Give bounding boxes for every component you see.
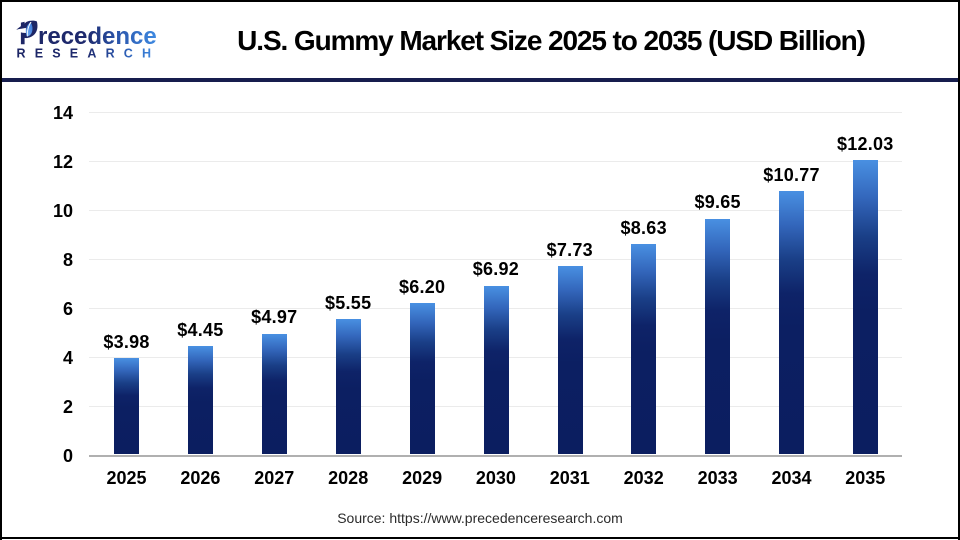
svg-text:recedence: recedence	[38, 23, 157, 50]
svg-text:RESEARCH: RESEARCH	[17, 47, 161, 61]
